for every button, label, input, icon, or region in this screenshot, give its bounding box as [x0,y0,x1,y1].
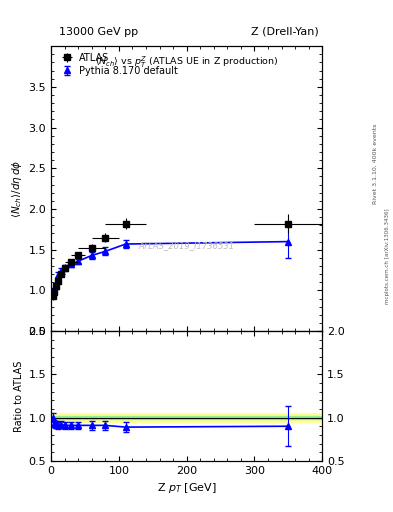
X-axis label: Z $p_{T}$ [GeV]: Z $p_{T}$ [GeV] [157,481,217,495]
Text: Rivet 3.1.10, 400k events: Rivet 3.1.10, 400k events [373,123,378,204]
Legend: ATLAS, Pythia 8.170 default: ATLAS, Pythia 8.170 default [56,51,180,78]
Text: Z (Drell-Yan): Z (Drell-Yan) [251,27,318,37]
Text: $\langle N_{ch}\rangle$ vs $p^{Z}_{T}$ (ATLAS UE in Z production): $\langle N_{ch}\rangle$ vs $p^{Z}_{T}$ (… [95,55,279,70]
Text: ATLAS_2019_I1736531: ATLAS_2019_I1736531 [139,241,235,250]
Text: 13000 GeV pp: 13000 GeV pp [59,27,138,37]
Y-axis label: Ratio to ATLAS: Ratio to ATLAS [14,360,24,432]
Text: mcplots.cern.ch [arXiv:1306.3436]: mcplots.cern.ch [arXiv:1306.3436] [385,208,389,304]
Y-axis label: $\langle N_{ch}\rangle/d\eta\, d\phi$: $\langle N_{ch}\rangle/d\eta\, d\phi$ [10,160,24,218]
